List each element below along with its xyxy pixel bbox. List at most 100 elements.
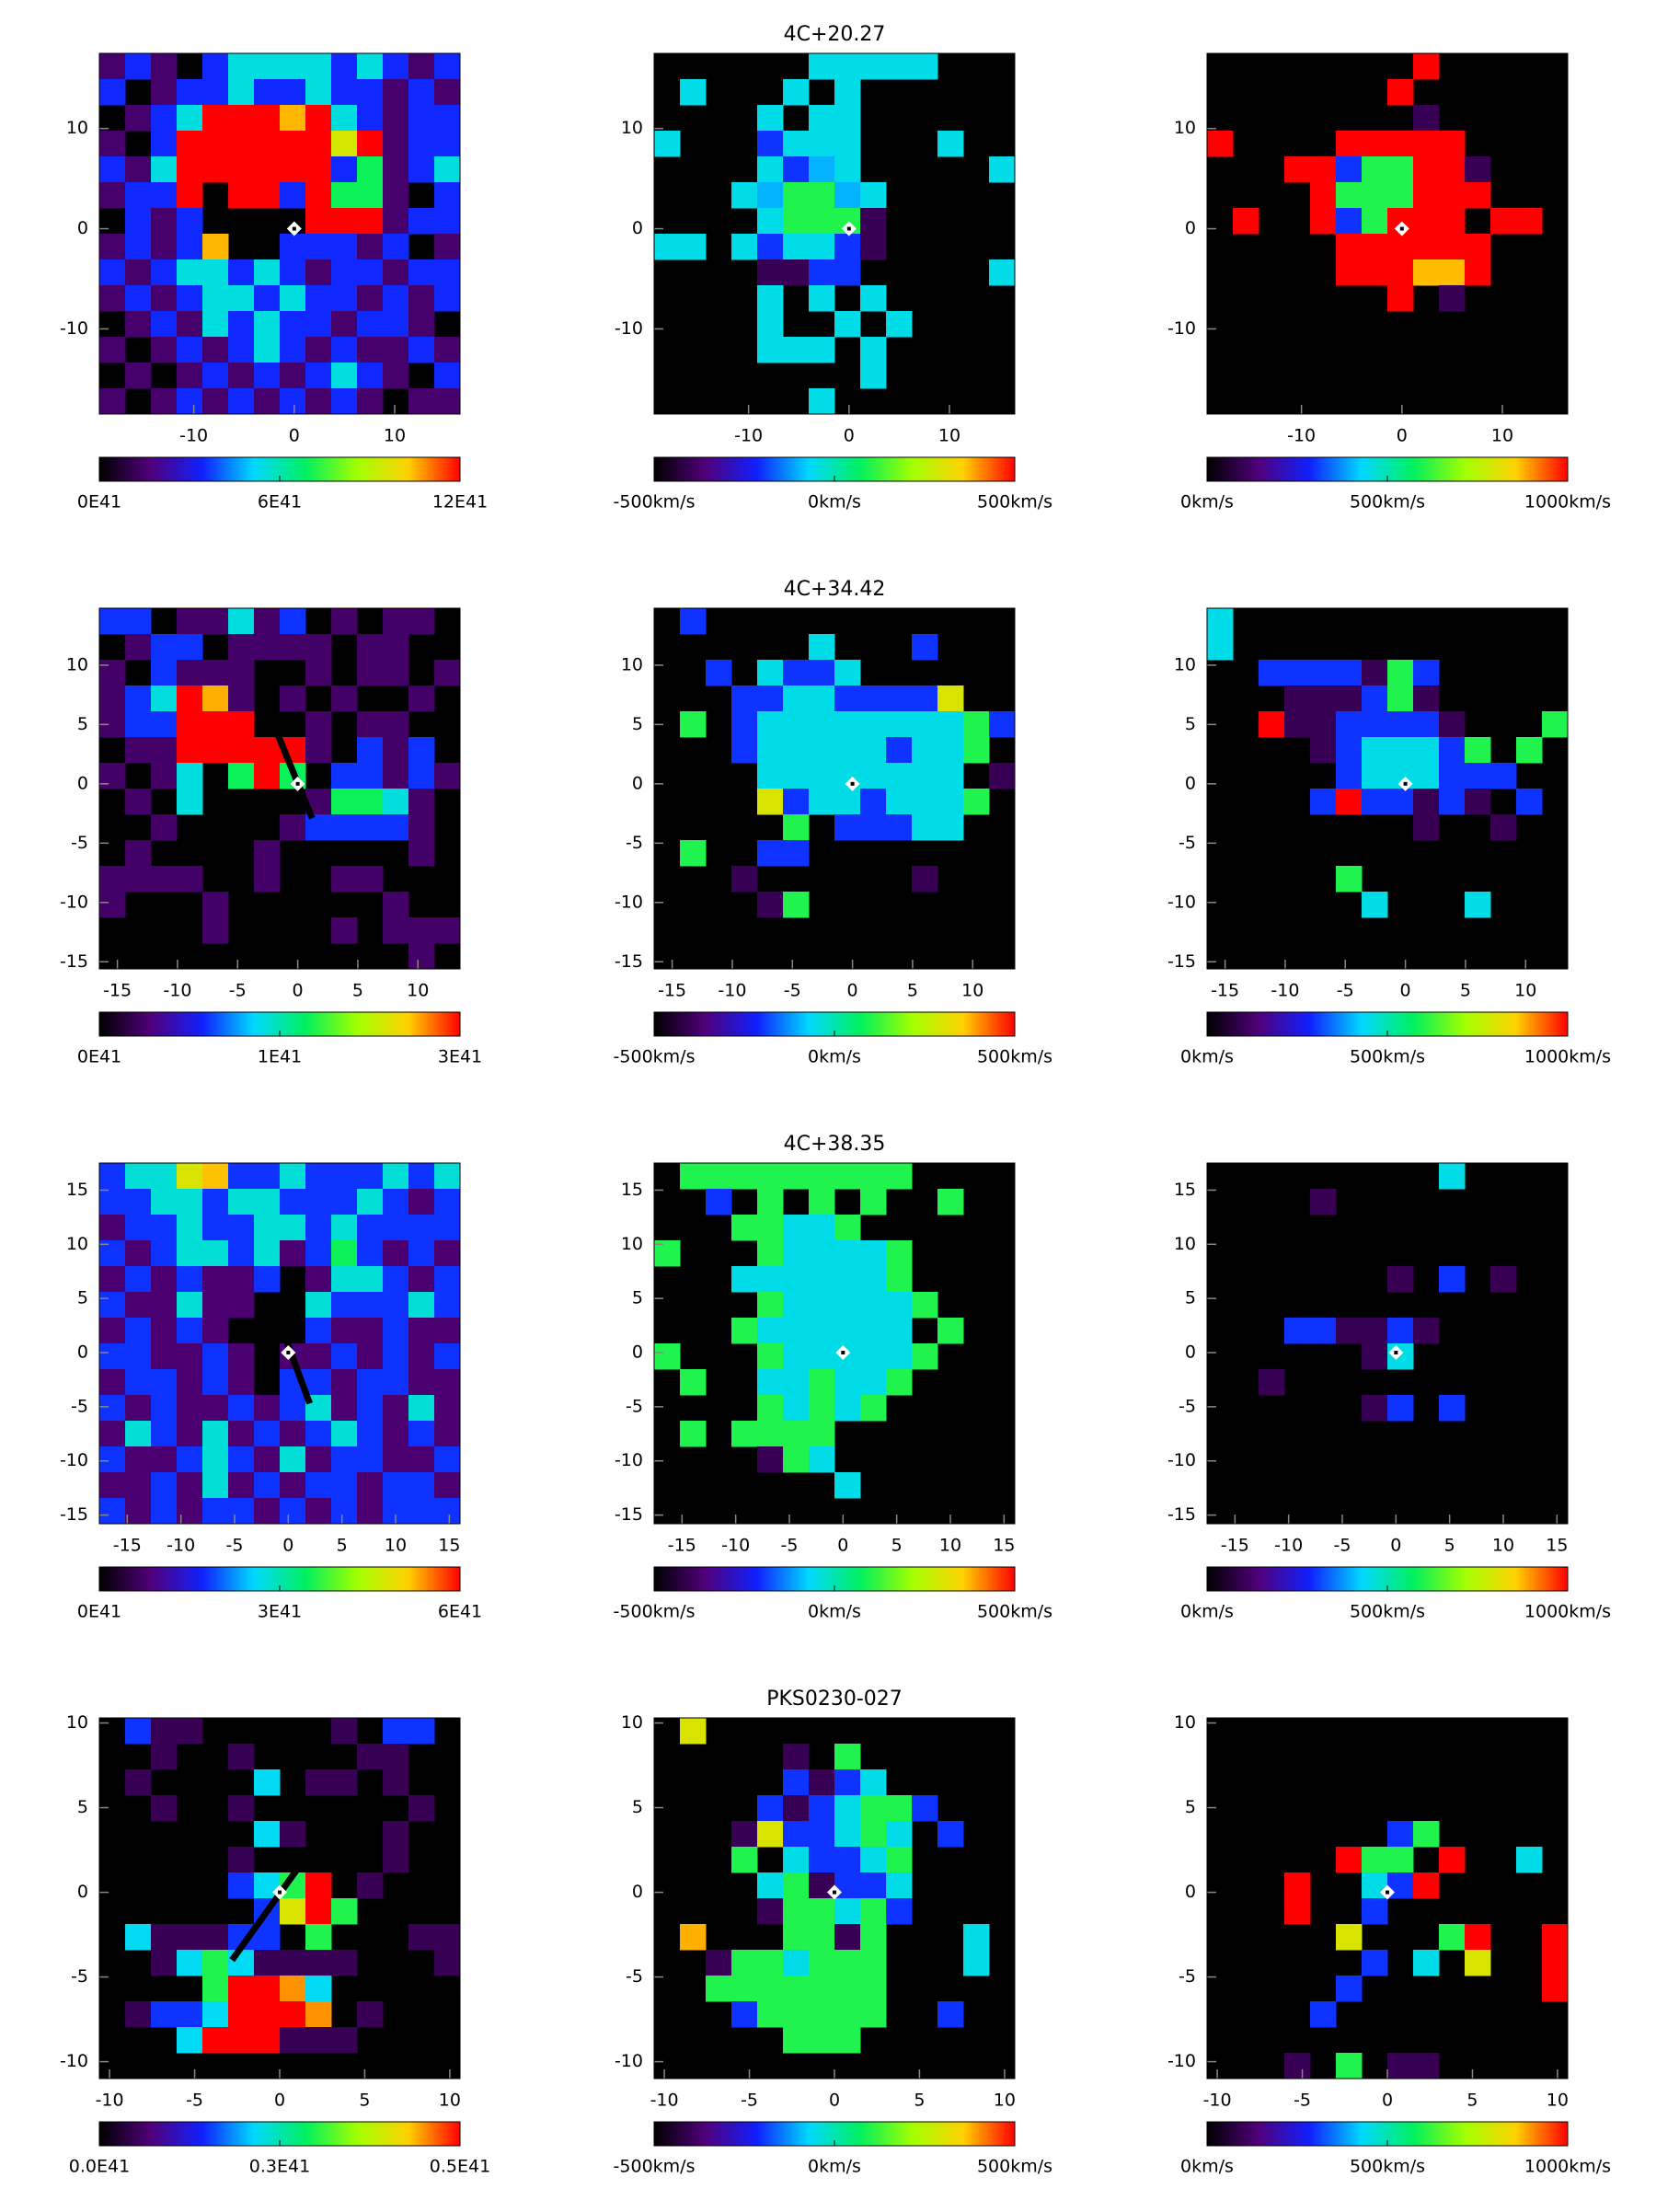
pixel xyxy=(860,2001,887,2028)
pixel xyxy=(860,208,887,235)
pixel xyxy=(706,1163,732,1190)
colorbar-label: 6E41 xyxy=(438,1602,482,1622)
pixel xyxy=(834,1266,861,1293)
pixel xyxy=(834,814,861,841)
pixel xyxy=(434,1395,461,1422)
pixel xyxy=(151,337,178,363)
pixel xyxy=(1465,156,1491,183)
pixel xyxy=(151,1744,178,1770)
pixel xyxy=(125,1769,152,1796)
pixel xyxy=(1387,1343,1414,1370)
pixel xyxy=(706,660,732,686)
pixel xyxy=(202,917,229,944)
pixel xyxy=(99,608,126,635)
pixel xyxy=(305,1421,332,1447)
pixel xyxy=(434,660,461,686)
pixel xyxy=(1362,1395,1388,1422)
pixel xyxy=(331,388,358,415)
pixel xyxy=(757,789,784,815)
pixel xyxy=(254,1446,281,1473)
pixel xyxy=(783,1950,810,1976)
colorbar-label: 0km/s xyxy=(1180,1047,1234,1067)
pixel xyxy=(1439,737,1466,764)
pixel xyxy=(331,208,358,235)
pixel xyxy=(254,2027,281,2054)
pixel xyxy=(1465,182,1491,209)
pixel xyxy=(1516,737,1543,764)
pixel xyxy=(305,234,332,260)
pixel xyxy=(383,337,409,363)
pixel xyxy=(1362,789,1388,815)
pixel xyxy=(254,285,281,312)
pixel xyxy=(860,1795,887,1822)
pixel xyxy=(757,1343,784,1370)
pixel xyxy=(860,1872,887,1899)
pixel xyxy=(280,1446,306,1473)
pixel xyxy=(202,337,229,363)
pixel xyxy=(383,208,409,235)
pixel xyxy=(1362,1318,1388,1344)
pixel xyxy=(434,156,461,183)
pixel xyxy=(280,1950,306,1976)
pixel xyxy=(434,105,461,132)
pixel xyxy=(228,763,255,789)
pixel xyxy=(809,1343,835,1370)
pixel xyxy=(757,182,784,209)
pixel xyxy=(434,1240,461,1267)
pixel xyxy=(280,234,306,260)
pixel xyxy=(886,711,913,738)
pixel xyxy=(280,2001,306,2028)
pixel xyxy=(1336,131,1363,157)
pixel xyxy=(1336,259,1363,286)
pixel xyxy=(305,2027,332,2054)
pixel xyxy=(1387,711,1414,738)
pixel xyxy=(434,259,461,286)
pixel xyxy=(331,311,358,338)
pixel xyxy=(783,1446,810,1473)
pixel xyxy=(151,79,178,106)
pixel xyxy=(809,1446,835,1473)
pixel xyxy=(680,711,707,738)
pixel xyxy=(434,763,461,789)
pixel xyxy=(254,2001,281,2028)
pixel xyxy=(1336,234,1363,260)
pixel xyxy=(125,2001,152,2028)
pixel xyxy=(1362,1343,1388,1370)
pixel xyxy=(989,156,1016,183)
pixel xyxy=(1362,711,1388,738)
x-tick-label: 10 xyxy=(385,1536,407,1556)
pixel xyxy=(1490,208,1517,235)
pixel xyxy=(886,1240,913,1267)
pixel xyxy=(383,763,409,789)
pixel xyxy=(151,1395,178,1422)
pixel xyxy=(228,1215,255,1241)
x-tick-label: 0 xyxy=(274,2091,285,2111)
pixel xyxy=(228,1266,255,1293)
pixel xyxy=(151,1498,178,1525)
x-tick-label: 15 xyxy=(438,1536,460,1556)
pixel xyxy=(99,1498,126,1525)
y-tick-label: -5 xyxy=(71,1966,88,1987)
pixel xyxy=(305,388,332,415)
y-tick-label: 10 xyxy=(621,118,643,138)
pixel xyxy=(886,311,913,338)
pixel xyxy=(151,182,178,209)
pixel xyxy=(1413,685,1440,712)
pixel xyxy=(757,2001,784,2028)
pixel xyxy=(125,608,152,635)
pixel xyxy=(151,711,178,738)
pixel xyxy=(937,711,964,738)
y-tick-label: -5 xyxy=(626,1396,643,1416)
pixel xyxy=(254,1240,281,1267)
pixel xyxy=(254,866,281,893)
pixel xyxy=(357,259,384,286)
pixel xyxy=(783,1821,810,1848)
pixel xyxy=(1336,763,1363,789)
pixel xyxy=(280,156,306,183)
x-tick-label: -5 xyxy=(1337,981,1354,1001)
pixel xyxy=(305,53,332,80)
pixel xyxy=(202,1343,229,1370)
pixel xyxy=(783,2001,810,2028)
center-dot xyxy=(833,1890,836,1895)
